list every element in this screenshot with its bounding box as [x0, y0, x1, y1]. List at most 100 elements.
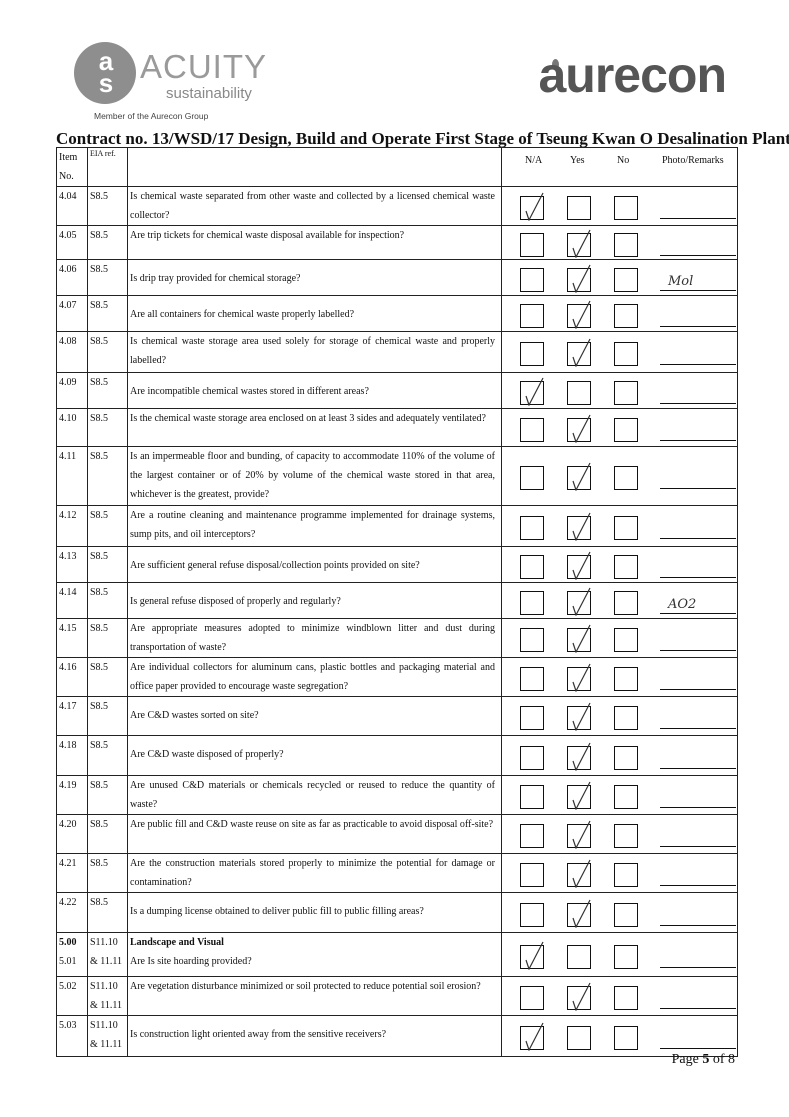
checkbox-yes[interactable] — [567, 982, 591, 1011]
checkbox-no[interactable] — [614, 466, 638, 490]
checkbox-yes[interactable] — [567, 264, 591, 293]
checkbox-yes[interactable] — [567, 859, 591, 888]
remarks-line[interactable] — [660, 885, 736, 886]
question-text: Is a dumping license obtained to deliver… — [130, 906, 424, 917]
checkbox-yes[interactable] — [567, 663, 591, 692]
checkbox-yes[interactable] — [567, 229, 591, 258]
checkbox-no[interactable] — [614, 902, 638, 927]
question-cell: Are a routine cleaning and maintenance p… — [127, 505, 502, 547]
checkbox-yes[interactable] — [567, 820, 591, 849]
checkbox-no[interactable] — [614, 590, 638, 615]
checkbox-no[interactable] — [614, 863, 638, 887]
checkbox-no[interactable] — [614, 944, 638, 969]
checkbox-no[interactable] — [614, 516, 638, 540]
checkbox-no[interactable] — [614, 1026, 638, 1050]
header-yes: Yes — [570, 155, 585, 166]
checkbox-na[interactable] — [520, 745, 544, 770]
remarks-line[interactable] — [660, 807, 736, 808]
checkbox-na[interactable] — [520, 232, 544, 257]
remarks-line[interactable] — [660, 439, 736, 441]
remarks-line[interactable] — [660, 846, 736, 847]
checkbox-no[interactable] — [614, 417, 638, 442]
checkbox-no[interactable] — [614, 380, 638, 405]
checkbox-na[interactable] — [520, 554, 544, 579]
checkbox-na[interactable] — [520, 192, 544, 221]
checkbox-na[interactable] — [520, 985, 544, 1010]
remarks-line[interactable] — [660, 402, 736, 404]
checkbox-yes[interactable] — [567, 551, 591, 580]
checkbox-na[interactable] — [520, 516, 544, 540]
checkbox-yes[interactable] — [567, 195, 591, 220]
checkbox-no[interactable] — [614, 554, 638, 579]
remarks-line[interactable] — [660, 364, 736, 365]
checkbox-na[interactable] — [520, 377, 544, 406]
checkbox-na[interactable] — [520, 628, 544, 652]
checkbox-na[interactable] — [520, 590, 544, 615]
checkbox-yes[interactable] — [567, 944, 591, 969]
item-number: 4.06 — [59, 264, 77, 275]
checkbox-na[interactable] — [520, 824, 544, 848]
remarks-line[interactable] — [660, 325, 736, 327]
checkbox-na[interactable] — [520, 902, 544, 927]
remarks-line[interactable] — [660, 728, 736, 729]
remarks-line[interactable] — [660, 1048, 736, 1049]
question-text: Is construction light oriented away from… — [130, 1029, 387, 1040]
checkbox-yes[interactable] — [567, 414, 591, 443]
remarks-line[interactable] — [660, 924, 736, 926]
checkbox-yes[interactable] — [567, 899, 591, 928]
checkbox-no[interactable] — [614, 985, 638, 1010]
remarks-line[interactable] — [660, 612, 736, 614]
checkbox-no[interactable] — [614, 666, 638, 691]
checkbox-no[interactable] — [614, 195, 638, 220]
checkbox-yes[interactable] — [567, 742, 591, 771]
checkbox-yes[interactable] — [567, 781, 591, 810]
checkbox-yes[interactable] — [567, 462, 591, 491]
checkbox-na[interactable] — [520, 466, 544, 490]
handwritten-remark: Mol — [668, 273, 694, 289]
checkbox-yes[interactable] — [567, 338, 591, 367]
checkbox-yes[interactable] — [567, 300, 591, 329]
remarks-line[interactable] — [660, 538, 736, 539]
checkbox-no[interactable] — [614, 785, 638, 809]
question-text: Are C&D waste disposed of properly? — [130, 749, 284, 760]
remarks-line[interactable] — [660, 488, 736, 489]
checkbox-na[interactable] — [520, 863, 544, 887]
checkbox-na[interactable] — [520, 706, 544, 730]
checkbox-na[interactable] — [520, 267, 544, 292]
remarks-line[interactable] — [660, 650, 736, 651]
answer-cell — [501, 408, 738, 447]
checkbox-yes[interactable] — [567, 1026, 591, 1050]
checkbox-no[interactable] — [614, 824, 638, 848]
checkbox-na[interactable] — [520, 303, 544, 328]
remarks-line[interactable] — [660, 576, 736, 578]
remarks-line[interactable] — [660, 688, 736, 690]
remarks-line[interactable] — [660, 254, 736, 256]
checkbox-no[interactable] — [614, 628, 638, 652]
checkbox-yes[interactable] — [567, 702, 591, 731]
checkbox-yes[interactable] — [567, 624, 591, 653]
remarks-line[interactable] — [660, 289, 736, 291]
remarks-line[interactable] — [660, 767, 736, 769]
checkbox-na[interactable] — [520, 666, 544, 691]
item-cell: 4.10 — [56, 408, 88, 447]
remarks-line[interactable] — [660, 1007, 736, 1009]
checkbox-yes[interactable] — [567, 380, 591, 405]
checkbox-no[interactable] — [614, 303, 638, 328]
remarks-line[interactable] — [660, 966, 736, 968]
checkbox-na[interactable] — [520, 1022, 544, 1051]
checkbox-no[interactable] — [614, 232, 638, 257]
checkbox-na[interactable] — [520, 342, 544, 366]
remarks-line[interactable] — [660, 217, 736, 219]
item-number-sub: 5.01 — [59, 956, 77, 967]
checkbox-na[interactable] — [520, 417, 544, 442]
question-cell: Are the construction materials stored pr… — [127, 853, 502, 893]
checkbox-no[interactable] — [614, 706, 638, 730]
checkbox-na[interactable] — [520, 941, 544, 970]
checkbox-na[interactable] — [520, 785, 544, 809]
checkbox-no[interactable] — [614, 342, 638, 366]
checkbox-no[interactable] — [614, 745, 638, 770]
checkbox-no[interactable] — [614, 267, 638, 292]
checkbox-yes[interactable] — [567, 587, 591, 616]
page-of: of — [709, 1052, 728, 1067]
checkbox-yes[interactable] — [567, 512, 591, 541]
